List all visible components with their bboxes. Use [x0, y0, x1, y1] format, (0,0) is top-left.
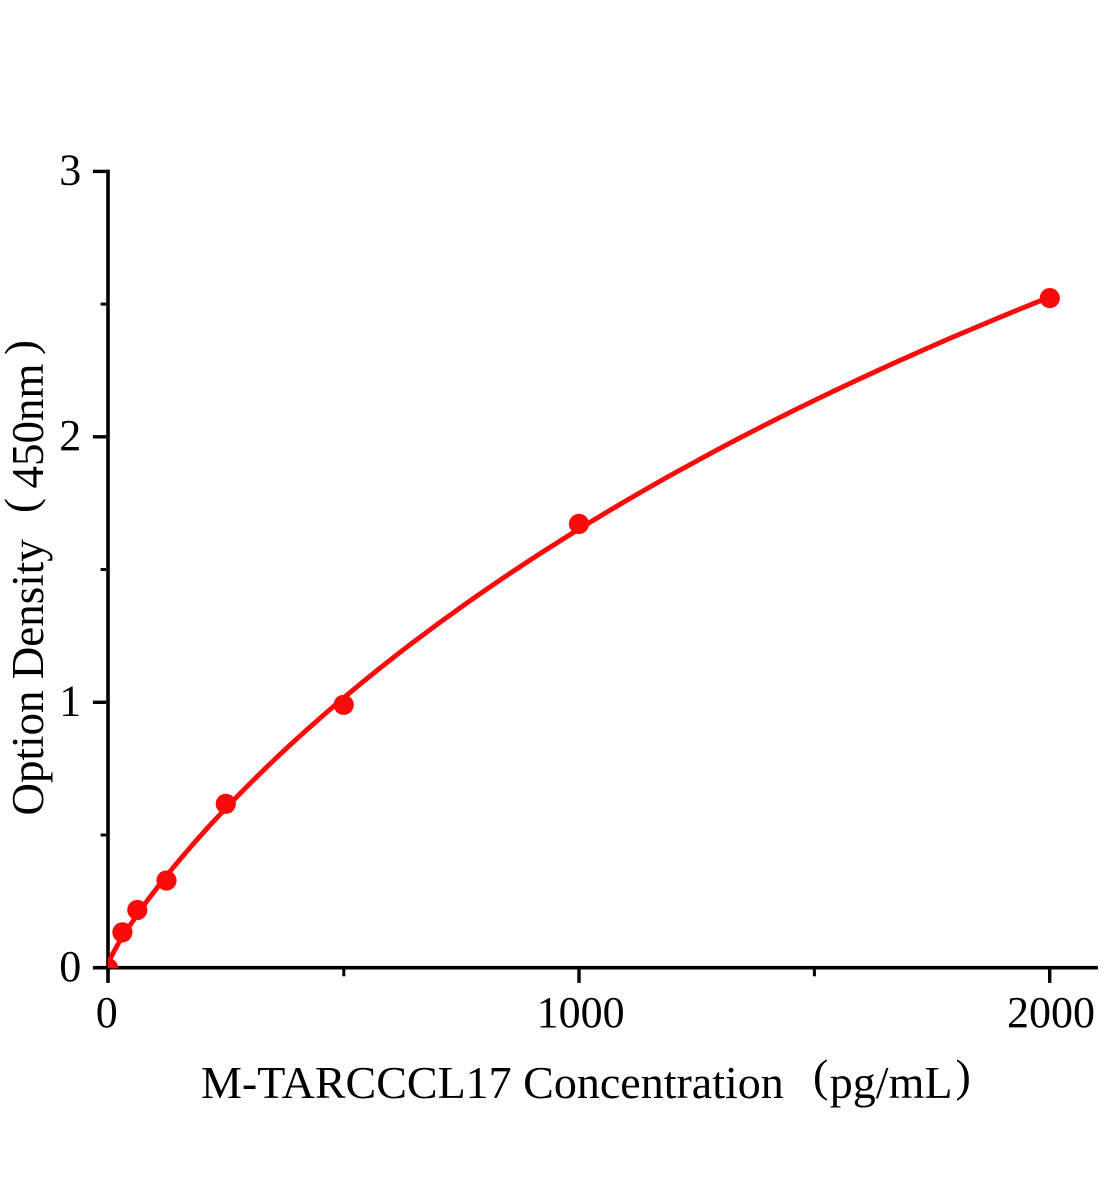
svg-text:2000: 2000: [1007, 988, 1095, 1037]
svg-text:M-TARCCCL17 Concentration: M-TARCCCL17 Concentration: [201, 1057, 784, 1108]
svg-text:(: (: [813, 1050, 828, 1101]
svg-text:pg/mL: pg/mL: [830, 1057, 953, 1108]
svg-text:2: 2: [59, 411, 81, 460]
svg-text:0: 0: [59, 942, 81, 991]
svg-text:450nm: 450nm: [3, 363, 53, 488]
svg-text:(: (: [0, 498, 46, 513]
svg-text:1: 1: [59, 677, 81, 726]
svg-text:): ): [956, 1050, 971, 1101]
svg-text:Option Density: Option Density: [3, 539, 53, 816]
svg-text:0: 0: [96, 988, 118, 1037]
svg-text:1000: 1000: [537, 988, 625, 1037]
svg-text:): ): [0, 340, 46, 355]
svg-text:3: 3: [59, 146, 81, 195]
